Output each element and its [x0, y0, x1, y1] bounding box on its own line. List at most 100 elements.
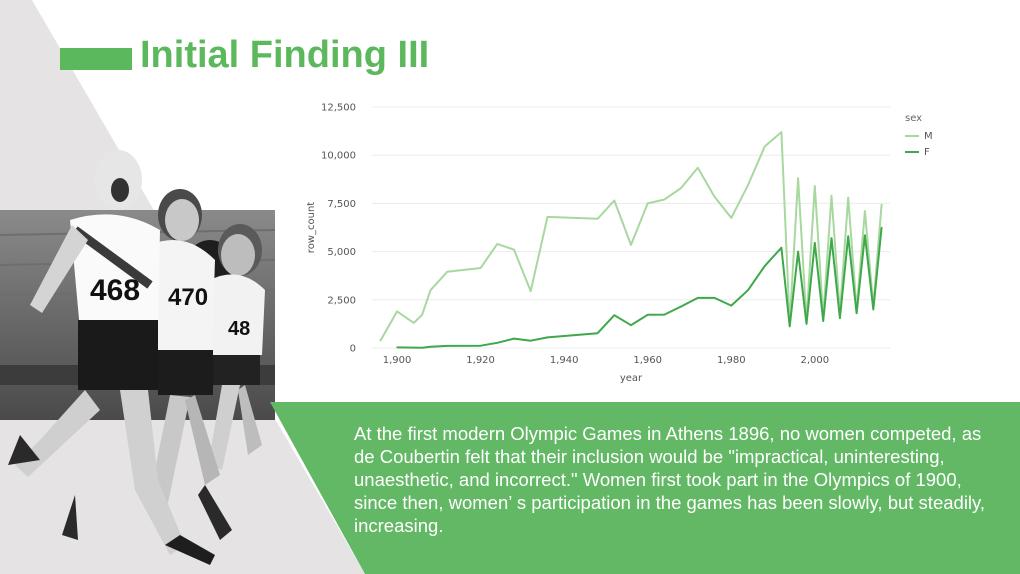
- body-text: At the first modern Olympic Games in Ath…: [354, 423, 986, 536]
- data-point-m: [496, 243, 499, 245]
- data-point-m: [421, 314, 423, 316]
- data-point-m: [747, 184, 749, 186]
- x-tick-label: 1,900: [383, 355, 412, 366]
- data-point-f: [780, 246, 783, 249]
- data-point-m: [730, 217, 733, 219]
- data-point-m: [847, 196, 850, 199]
- data-point-m: [529, 290, 532, 292]
- bib-number-3: 48: [228, 318, 250, 340]
- y-tick-label: 5,000: [327, 247, 356, 258]
- data-point-f: [839, 317, 841, 319]
- y-tick-label: 0: [350, 344, 356, 355]
- data-point-m: [880, 203, 883, 206]
- data-point-f: [429, 346, 432, 348]
- data-point-m: [630, 244, 632, 246]
- data-point-m: [763, 145, 766, 148]
- data-point-f: [864, 234, 866, 237]
- data-point-f: [630, 324, 632, 327]
- data-point-m: [646, 202, 649, 205]
- data-point-m: [546, 216, 549, 218]
- data-point-f: [613, 314, 616, 317]
- x-axis-ticks: 1,900 1,920 1,940 1,960 1,980 2,000: [383, 355, 829, 366]
- x-tick-label: 1,980: [717, 355, 746, 366]
- data-point-m: [379, 339, 382, 342]
- x-tick-label: 1,940: [550, 355, 579, 366]
- data-point-f: [646, 314, 649, 316]
- data-point-m: [613, 199, 616, 202]
- data-point-f: [788, 325, 791, 328]
- data-point-m: [797, 177, 799, 180]
- chart-legend: sex M F: [905, 113, 933, 160]
- data-point-m: [830, 194, 833, 197]
- data-point-f: [596, 332, 599, 334]
- data-point-m: [680, 187, 682, 189]
- data-point-f: [421, 347, 423, 349]
- info-panel: [270, 402, 1020, 574]
- y-tick-label: 12,500: [321, 103, 356, 114]
- data-point-m: [780, 131, 783, 133]
- y-axis-ticks: 0 2,500 5,000 7,500 10,000 12,500: [321, 103, 356, 355]
- data-point-m: [513, 248, 515, 251]
- data-point-m: [864, 210, 866, 212]
- data-point-m: [412, 322, 415, 324]
- data-point-f: [763, 265, 766, 267]
- data-point-f: [847, 235, 850, 237]
- data-point-m: [663, 198, 666, 201]
- data-point-m: [396, 310, 398, 313]
- slide-title: Initial Finding III: [140, 34, 430, 76]
- y-axis-label: row_count: [306, 202, 317, 253]
- legend-label-f: F: [924, 146, 930, 158]
- legend-item-m: M: [905, 128, 933, 144]
- data-point-f: [479, 344, 482, 347]
- legend-item-f: F: [905, 144, 933, 160]
- data-point-f: [830, 237, 833, 239]
- y-tick-label: 2,500: [327, 295, 356, 306]
- data-point-f: [412, 346, 415, 349]
- chart-series: [379, 131, 883, 349]
- data-point-f: [513, 337, 515, 340]
- data-point-f: [814, 242, 816, 244]
- data-point-f: [805, 323, 808, 325]
- data-point-f: [663, 313, 666, 316]
- series-line-m: [379, 131, 883, 342]
- x-tick-label: 2,000: [800, 355, 829, 366]
- bib-number-1: 468: [90, 274, 140, 307]
- data-point-f: [855, 312, 858, 315]
- data-point-f: [730, 304, 733, 307]
- data-point-f: [697, 297, 699, 299]
- data-point-f: [446, 345, 448, 347]
- data-point-f: [546, 336, 549, 339]
- x-axis-label: year: [620, 373, 643, 384]
- data-point-f: [680, 305, 682, 308]
- data-point-f: [822, 320, 824, 322]
- legend-title: sex: [905, 113, 923, 124]
- data-point-f: [396, 346, 398, 349]
- data-point-f: [713, 297, 716, 299]
- data-point-m: [814, 185, 816, 187]
- data-point-m: [596, 218, 599, 220]
- data-point-f: [529, 339, 532, 342]
- x-tick-label: 1,920: [466, 355, 495, 366]
- athletes-photo: 48 470 468: [0, 150, 276, 565]
- data-point-m: [479, 267, 482, 269]
- chart-gridlines: [372, 106, 890, 349]
- y-tick-label: 7,500: [327, 199, 356, 210]
- bib-number-2: 470: [168, 284, 208, 311]
- data-point-f: [872, 308, 875, 311]
- legend-swatch-f: [905, 151, 919, 153]
- data-point-f: [880, 226, 883, 229]
- data-point-m: [446, 271, 448, 273]
- y-tick-label: 10,000: [321, 151, 356, 162]
- data-point-m: [713, 195, 716, 198]
- data-point-m: [697, 166, 699, 169]
- legend-label-m: M: [924, 130, 933, 142]
- data-point-f: [797, 250, 799, 253]
- data-point-f: [747, 289, 749, 291]
- title-accent-bar: [60, 48, 132, 70]
- data-point-f: [496, 341, 499, 344]
- x-tick-label: 1,960: [633, 355, 662, 366]
- legend-swatch-m: [905, 135, 919, 137]
- data-point-m: [429, 289, 432, 291]
- series-line-f: [397, 227, 883, 349]
